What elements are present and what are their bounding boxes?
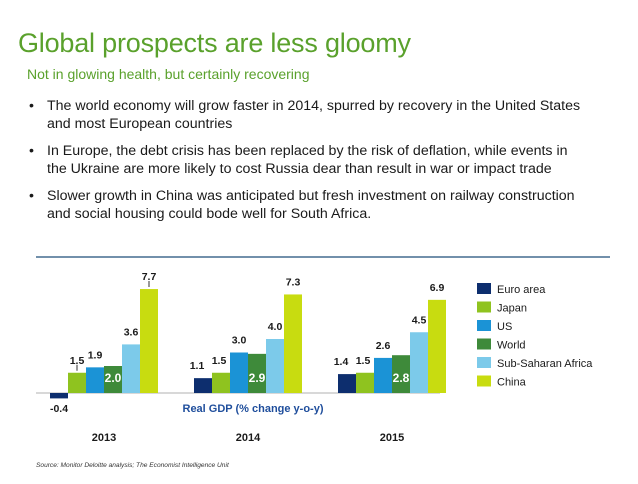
data-label: 3.0	[232, 335, 247, 347]
bullet-item: • Slower growth in China was anticipated …	[27, 187, 582, 223]
bar-euro-area-2013	[50, 393, 68, 399]
bullet-icon: •	[29, 98, 34, 114]
data-label: 6.9	[430, 282, 445, 294]
bar-us-2014	[230, 352, 248, 393]
data-label: 3.6	[124, 326, 139, 338]
data-label: 1.9	[88, 349, 103, 361]
data-label: 1.5	[70, 355, 85, 367]
bar-world-2014	[248, 353, 266, 393]
data-label: 4.0	[268, 321, 283, 333]
bullet-item: • The world economy will grow faster in 2…	[27, 97, 582, 133]
data-labels-layer: -0.41.5 1.92.03.67.71.1 1.53.02.94.07.31.4…	[50, 271, 444, 415]
data-label: 1.4	[334, 356, 349, 368]
legend-label-world: World	[497, 340, 526, 352]
bar-euro-area-2015	[338, 374, 356, 393]
legend-label-china: China	[497, 377, 527, 389]
data-label: 7.3	[286, 276, 301, 288]
source-note: Source: Monitor Deloitte analysis; The E…	[36, 462, 229, 469]
bar-sub-saharan-africa-2015	[410, 332, 428, 393]
bar-us-2013	[86, 367, 104, 393]
bar-sub-saharan-africa-2014	[266, 339, 284, 393]
data-label: 1.5	[356, 355, 371, 367]
bullet-item: • In Europe, the debt crisis has been rep…	[27, 142, 582, 178]
legend-swatch-sub-saharan-africa	[477, 357, 491, 368]
legend-label-euro-area: Euro area	[497, 284, 546, 296]
legend-swatch-euro-area	[477, 283, 491, 294]
data-label: 4.5	[412, 314, 427, 326]
data-label: 7.7	[142, 271, 157, 283]
bar-japan-2013	[68, 372, 86, 393]
category-label-2015: 2015	[380, 432, 404, 444]
bullet-icon: •	[29, 188, 34, 204]
category-label-2014: 2014	[236, 432, 261, 444]
legend: Euro area Japan US World Sub-Saharan Africa C…	[477, 283, 593, 389]
bar-euro-area-2014	[194, 378, 212, 393]
bullet-text: Slower growth in China was anticipated b…	[47, 188, 575, 222]
data-label: -0.4	[50, 403, 68, 415]
data-label: 1.1	[190, 360, 205, 372]
bullet-icon: •	[29, 143, 34, 159]
slide-title: Global prospects are less gloomy	[18, 28, 411, 58]
bars-layer	[50, 289, 446, 399]
bullet-list: • The world economy will grow faster in 2…	[27, 97, 582, 232]
bar-world-2015	[392, 355, 410, 393]
bar-china-2013	[140, 289, 158, 393]
chart-title: Real GDP (% change y-o-y)	[183, 403, 324, 415]
data-label: 2.8	[393, 371, 410, 385]
slide-subtitle: Not in glowing health, but certainly rec…	[27, 66, 310, 82]
bar-china-2015	[428, 299, 446, 393]
legend-swatch-japan	[477, 301, 491, 313]
legend-swatch-china	[477, 375, 491, 387]
category-label-2013: 2013	[92, 432, 116, 444]
data-label: 2.0	[105, 371, 122, 385]
data-label: 2.6	[376, 340, 391, 352]
legend-label-sub-saharan-africa: Sub-Saharan Africa	[497, 358, 593, 370]
data-label: 1.5	[212, 355, 227, 367]
legend-label-japan: Japan	[497, 303, 527, 315]
legend-swatch-world	[477, 338, 491, 350]
category-labels-layer: 2013 2014 2015	[92, 432, 404, 444]
data-label: 2.9	[249, 371, 266, 385]
bar-japan-2015	[356, 372, 374, 393]
bar-china-2014	[284, 294, 302, 393]
legend-label-us: US	[497, 321, 512, 333]
legend-swatch-us	[477, 320, 491, 331]
bar-world-2013	[104, 366, 122, 393]
bullet-text: In Europe, the debt crisis has been repl…	[47, 143, 568, 177]
bar-us-2015	[374, 357, 392, 393]
bar-sub-saharan-africa-2013	[122, 344, 140, 393]
bar-japan-2014	[212, 372, 230, 393]
bullet-text: The world economy will grow faster in 20…	[47, 98, 581, 132]
